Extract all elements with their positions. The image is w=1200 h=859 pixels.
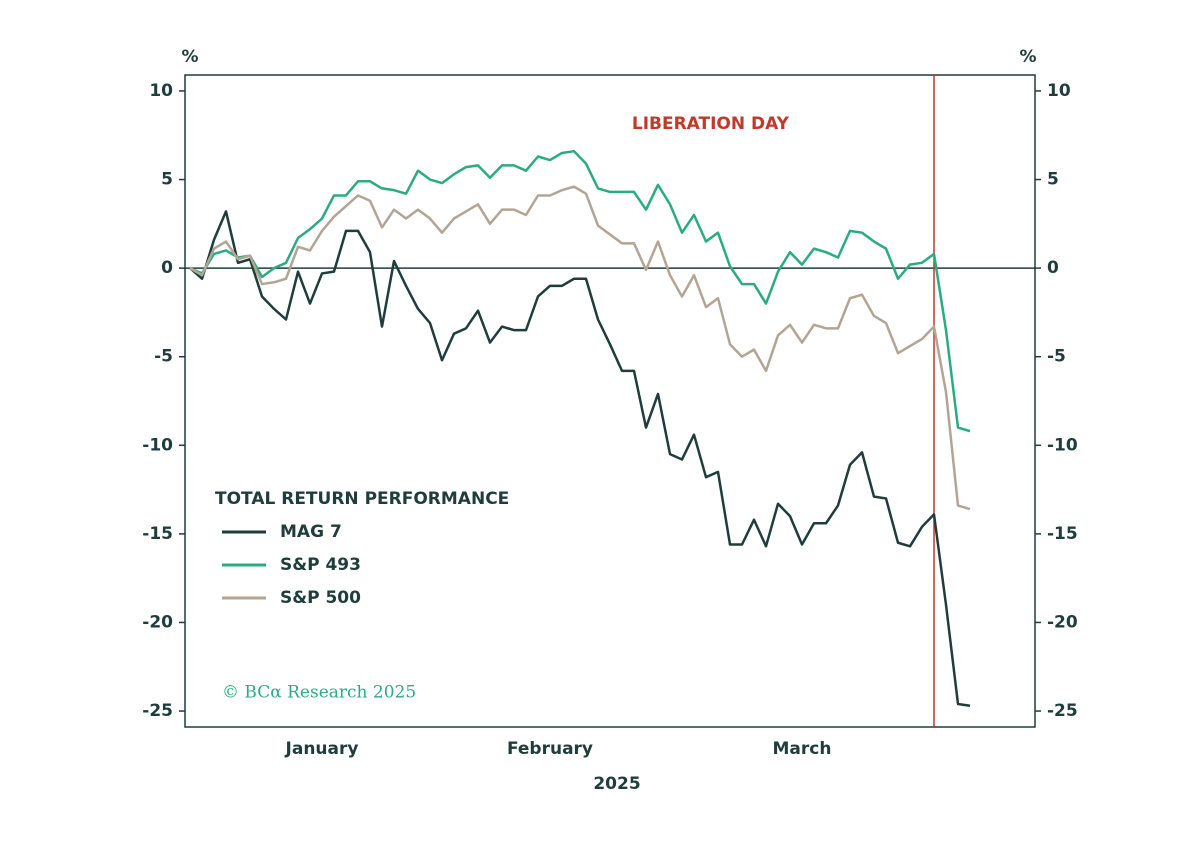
plot-frame — [184, 74, 1036, 728]
series-line — [189, 210, 971, 707]
y-tick-label: -5 — [154, 347, 173, 367]
y-unit: % — [181, 47, 198, 67]
y2-tick-label: 10 — [1047, 81, 1071, 101]
x-tick-label: February — [507, 739, 593, 759]
legend-title: TOTAL RETURN PERFORMANCE — [215, 489, 509, 509]
legend-label: S&P 493 — [280, 555, 361, 575]
series-line — [189, 149, 971, 433]
legend-label: MAG 7 — [280, 522, 342, 542]
series-line — [189, 185, 971, 511]
y2-tick-label: 5 — [1047, 170, 1059, 190]
y-tick-label: -25 — [142, 701, 173, 721]
y2-tick-label: -5 — [1047, 347, 1066, 367]
annotation: LIBERATION DAY — [632, 114, 790, 134]
y-tick-label: -10 — [142, 435, 173, 455]
y2-tick-label: -20 — [1047, 612, 1078, 632]
x-tick-label: January — [285, 739, 359, 759]
legend-label: S&P 500 — [280, 588, 361, 608]
x-axis-label: 2025 — [593, 774, 640, 794]
y-tick-label: 10 — [149, 81, 173, 101]
y2-unit: % — [1019, 47, 1036, 67]
y-tick-label: -15 — [142, 524, 173, 544]
y2-tick-label: 0 — [1047, 258, 1059, 278]
y-tick-label: 5 — [161, 170, 173, 190]
y2-tick-label: -15 — [1047, 524, 1078, 544]
x-tick-label: March — [773, 739, 832, 759]
y-tick-label: -20 — [142, 612, 173, 632]
y-tick-label: 0 — [161, 258, 173, 278]
source: © BCα Research 2025 — [222, 683, 416, 703]
y2-tick-label: -10 — [1047, 435, 1078, 455]
y2-tick-label: -25 — [1047, 701, 1078, 721]
